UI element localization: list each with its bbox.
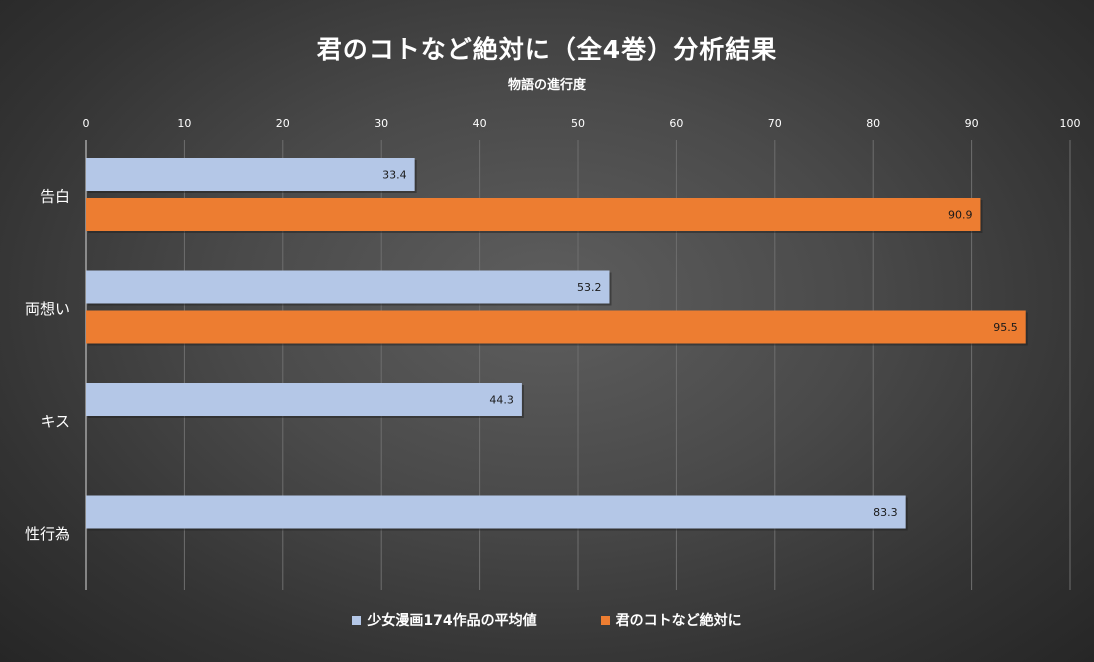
legend-swatch-average [352,615,362,625]
x-tick-label: 60 [669,117,683,130]
data-label: 44.3 [489,394,514,407]
bar [86,270,610,304]
legend-item-average: 少女漫画174作品の平均値 [352,610,537,630]
category-label: 性行為 [25,525,70,543]
legend-swatch-kimikoto [600,615,610,625]
chart-title: 君のコトなど絶対に（全4巻）分析結果 [316,35,778,64]
x-tick-label: 80 [866,117,880,130]
x-tick-label: 100 [1060,117,1081,130]
x-tick-label: 40 [473,117,487,130]
data-label: 95.5 [993,321,1018,334]
legend-label-kimikoto: 君のコトなど絶対に [615,613,742,629]
legend-item-kimikoto: 君のコトなど絶対に [600,610,742,630]
data-label: 33.4 [382,169,407,182]
bar [86,310,1026,344]
x-tick-label: 0 [83,117,90,130]
data-label: 83.3 [873,506,898,519]
x-tick-label: 20 [276,117,290,130]
data-label: 90.9 [948,209,973,222]
legend-label-average: 少女漫画174作品の平均値 [367,613,537,629]
bar [86,495,906,529]
category-label: 告白 [40,187,70,205]
bar [86,158,415,191]
category-label: キス [40,412,70,430]
legend: 少女漫画174作品の平均値 君のコトなど絶対に [0,610,1094,630]
category-label: 両想い [25,300,70,318]
x-tick-label: 50 [571,117,585,130]
x-tick-label: 30 [374,117,388,130]
x-tick-label: 10 [177,117,191,130]
data-label: 53.2 [577,281,602,294]
chart-subtitle: 物語の進行度 [507,78,586,93]
x-tick-label: 90 [965,117,979,130]
bar [86,383,522,416]
bar [86,198,981,231]
x-tick-label: 70 [768,117,782,130]
